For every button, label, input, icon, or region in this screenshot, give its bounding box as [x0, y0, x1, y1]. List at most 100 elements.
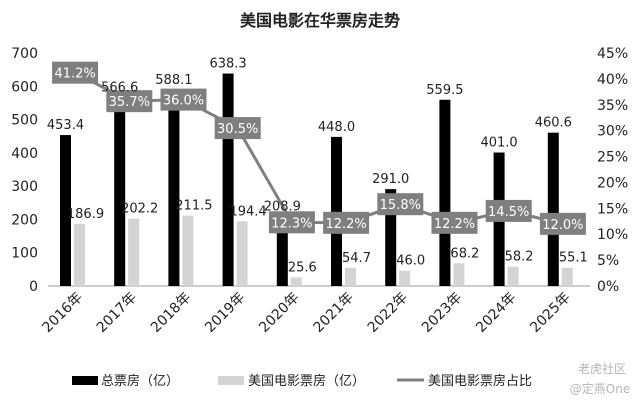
share-point-label-box [539, 212, 586, 235]
x-tick-label: 2017年 [94, 290, 140, 336]
watermark-line1: 老虎社区 [578, 361, 626, 376]
share-point-label: 12.2% [434, 217, 475, 232]
x-tick-label: 2021年 [311, 290, 357, 336]
share-point-label: 14.5% [488, 205, 529, 220]
total-value-label: 566.6 [101, 80, 138, 95]
x-tick-label: 2018年 [148, 290, 194, 336]
total-value-label: 291.0 [372, 172, 409, 187]
legend-total-swatch [72, 376, 98, 385]
total-value-label: 638.3 [209, 57, 246, 72]
y-right-tick-label: 40% [597, 72, 628, 88]
share-point-label-box [160, 88, 207, 111]
share-point-label: 12.2% [325, 217, 366, 232]
bar-total [60, 135, 71, 286]
y-right-tick-label: 45% [597, 46, 628, 62]
x-tick-label: 2024年 [473, 290, 519, 336]
bar-us [74, 223, 85, 286]
us-value-label: 202.2 [121, 202, 158, 217]
share-point-label-box [52, 61, 99, 84]
y-left-tick-label: 100 [11, 246, 38, 262]
y-right-tick-label: 20% [597, 175, 628, 191]
y-left-tick-label: 700 [11, 46, 38, 62]
share-line-path [74, 71, 564, 226]
y-left-tick-label: 500 [11, 113, 38, 129]
total-value-label: 453.4 [47, 118, 84, 133]
y-right-tick-label: 10% [597, 227, 628, 243]
share-line: 41.2% 35.7% 36.0% 30.5% 12.3% 12.2% 15.8% 12.2%… [52, 61, 586, 235]
us-value-label: 194.4 [229, 204, 266, 219]
bar-total [385, 189, 397, 286]
y-right-tick-label: 15% [597, 201, 628, 217]
y-right-tick-label: 5% [597, 253, 619, 269]
chart-title: 美国电影在华票房走势 [240, 11, 400, 30]
watermark-line2: @定燕One [570, 381, 630, 396]
total-value-label: 448.0 [318, 120, 355, 135]
y-right-tick-label: 35% [597, 98, 628, 114]
bar-us [236, 221, 248, 286]
total-value-label: 401.0 [480, 136, 517, 151]
bar-total [276, 216, 288, 286]
bar-total [114, 97, 126, 287]
y-left-tick-label: 600 [11, 79, 38, 95]
bar-us [399, 270, 411, 286]
share-point-label-box [106, 90, 153, 113]
watermark: 老虎社区 @定燕One [570, 361, 630, 396]
legend-share-label: 美国电影票房占比 [428, 373, 532, 389]
share-point-label-box [485, 199, 532, 222]
us-value-label: 58.2 [505, 250, 534, 265]
us-value-label: 55.1 [559, 251, 588, 266]
bar-total [168, 90, 180, 287]
share-point-label: 15.8% [380, 198, 421, 213]
share-point-label-box [431, 211, 478, 234]
y-right-tick-label: 25% [597, 150, 628, 166]
bar-us [128, 218, 140, 286]
total-value-label: 208.9 [264, 199, 301, 214]
total-value-label: 588.1 [155, 73, 192, 88]
total-value-label: 559.5 [426, 83, 463, 98]
us-value-label: 211.5 [175, 199, 212, 214]
share-point-label: 30.5% [217, 122, 258, 137]
share-point-label-box [214, 117, 261, 140]
data-labels: 453.4 186.9 566.6 202.2 588.1 211.5 638.3 194.4… [47, 57, 588, 276]
share-point-label-box [268, 211, 315, 234]
us-value-label: 25.6 [288, 260, 317, 275]
bar-total [331, 136, 342, 286]
x-tick-label: 2020年 [256, 290, 302, 336]
bar-us [182, 215, 194, 286]
us-value-label: 46.0 [396, 254, 425, 269]
x-tick-label: 2016年 [40, 290, 86, 336]
share-point-label: 36.0% [163, 94, 204, 109]
x-tick-label: 2025年 [527, 290, 573, 336]
bar-us [561, 267, 573, 286]
legend-us-label: 美国电影票房（亿） [248, 373, 365, 389]
bar-us [453, 263, 465, 286]
legend: 总票房（亿） 美国电影票房（亿） 美国电影票房占比 [72, 373, 532, 389]
us-value-label: 186.9 [67, 207, 104, 222]
bar-us [290, 277, 302, 286]
share-point-label-box [323, 211, 370, 234]
y-right-tick-label: 30% [597, 124, 628, 140]
us-value-label: 68.2 [450, 246, 479, 261]
us-value-label: 54.7 [342, 251, 371, 266]
bar-total [439, 99, 451, 287]
y-left-tick-label: 200 [11, 212, 38, 228]
total-value-label: 460.6 [535, 116, 572, 131]
bar-us [507, 266, 519, 286]
bar-total [222, 73, 234, 286]
share-point-label: 12.3% [271, 216, 312, 231]
share-point-label: 35.7% [109, 95, 150, 110]
y-right-tick-label: 0% [597, 279, 619, 295]
x-tick-label: 2022年 [365, 290, 411, 336]
legend-total-label: 总票房（亿） [101, 373, 179, 389]
share-point-label: 41.2% [54, 67, 95, 82]
bar-total [547, 132, 559, 286]
y-left-tick-label: 0 [29, 279, 38, 295]
share-point-label: 12.0% [542, 218, 583, 233]
bar-us [345, 267, 356, 286]
x-tick-label: 2023年 [419, 290, 465, 336]
legend-us-swatch [218, 376, 244, 385]
y-left-tick-label: 400 [11, 146, 38, 162]
y-left-tick-label: 300 [11, 179, 38, 195]
x-tick-label: 2019年 [202, 290, 248, 336]
